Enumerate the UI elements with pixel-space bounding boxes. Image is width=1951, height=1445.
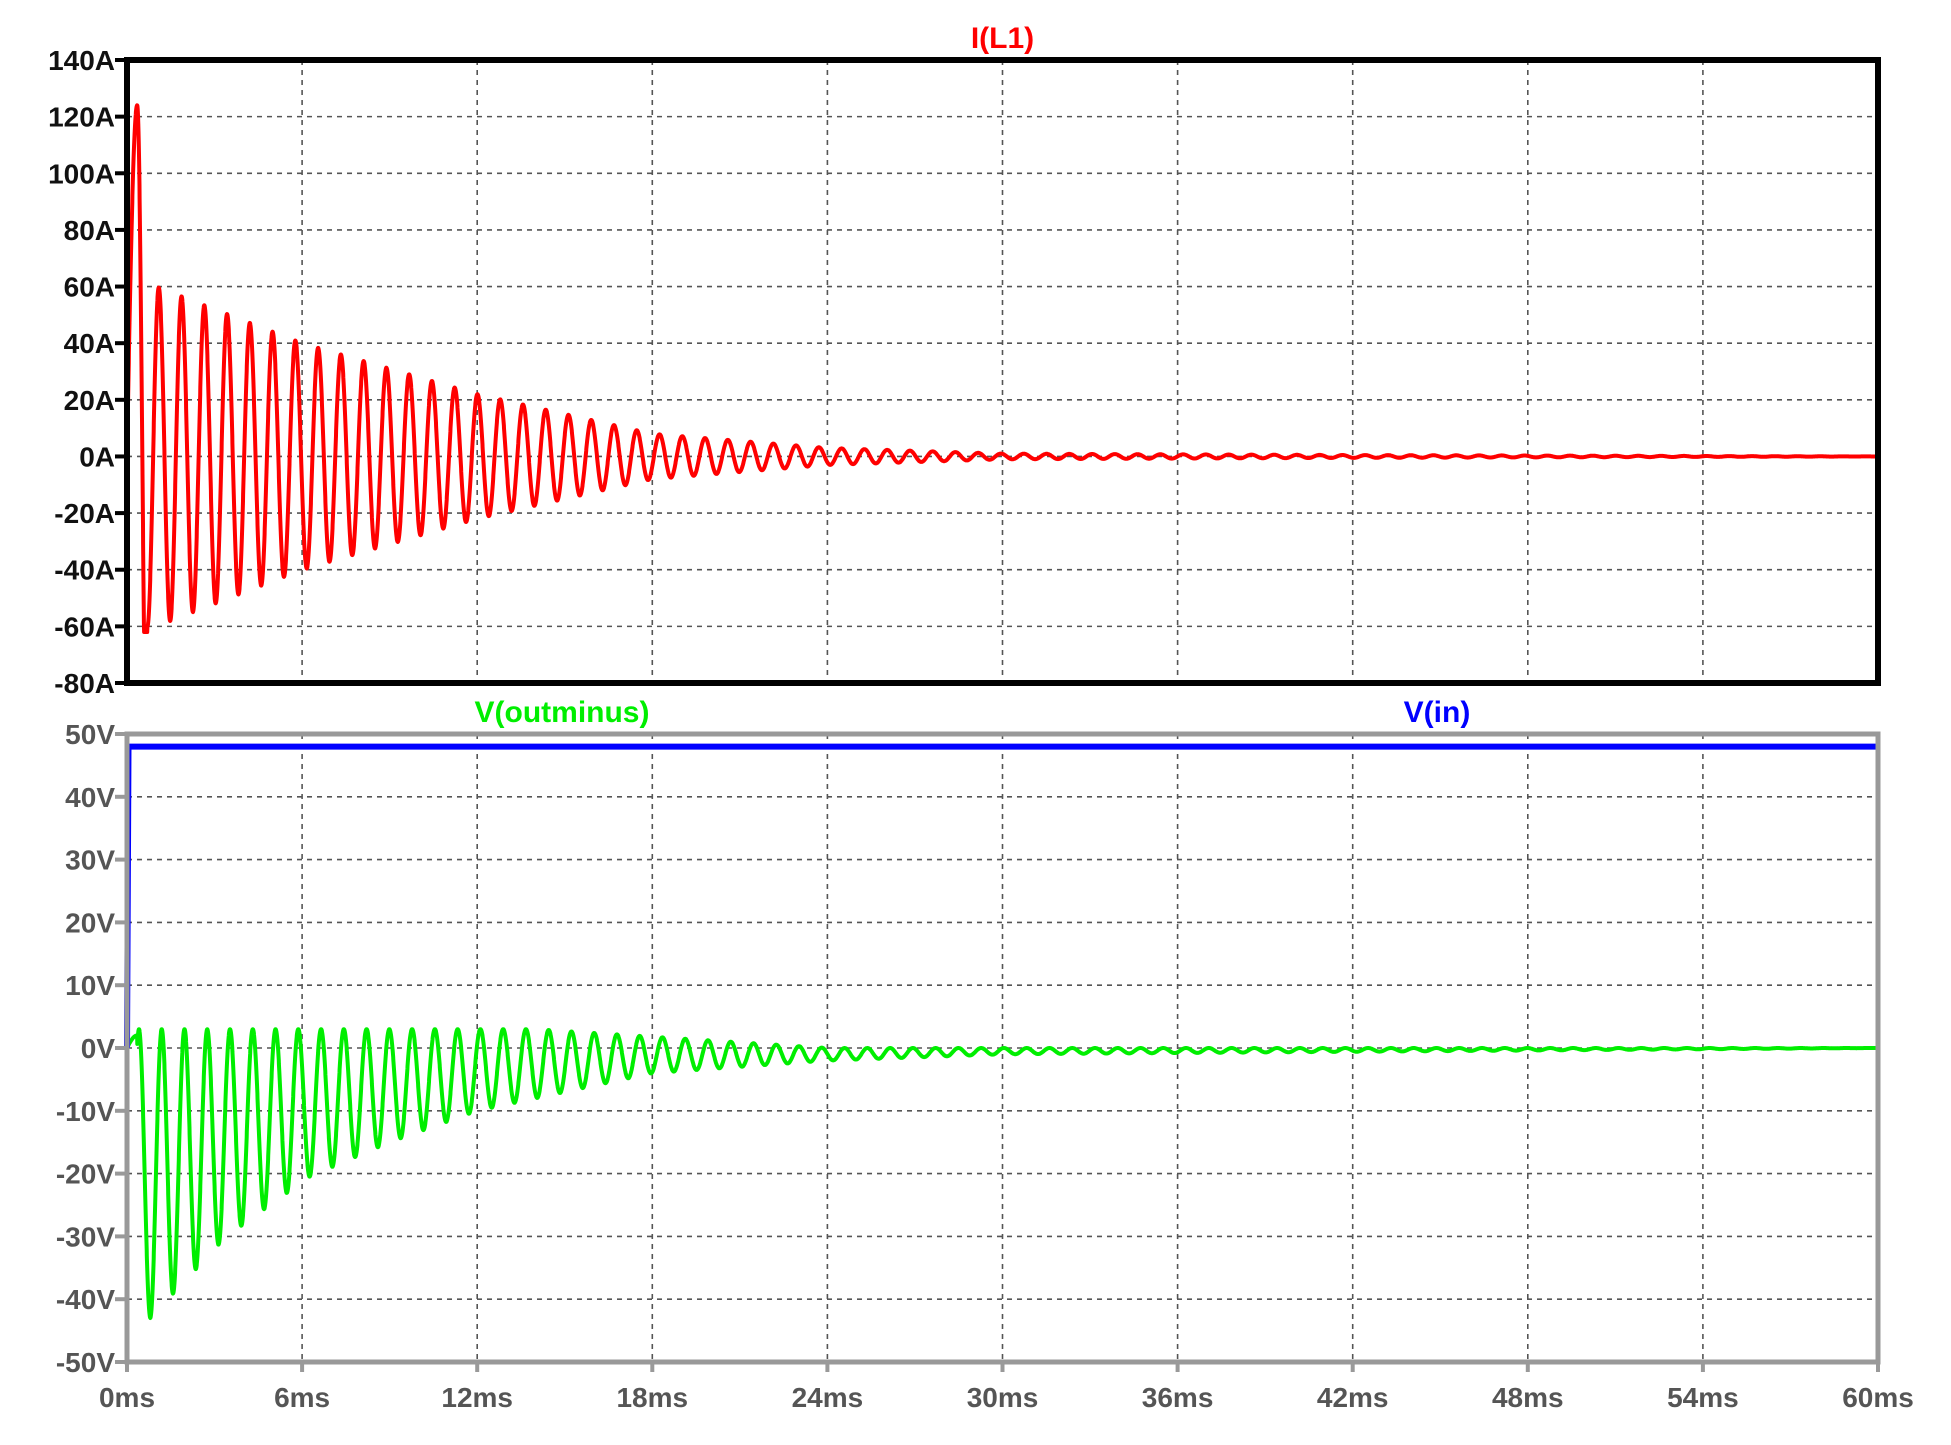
y-tick-label: -30V: [56, 1221, 115, 1252]
y-tick-label: 100A: [48, 158, 115, 189]
x-tick-label: 36ms: [1142, 1382, 1214, 1413]
y-tick-label: 20V: [65, 907, 115, 938]
y-tick-label: 40A: [64, 328, 115, 359]
current-pane-traces: [125, 103, 1880, 634]
y-tick-label: 20A: [64, 385, 115, 416]
y-tick-label: -20V: [56, 1159, 115, 1190]
y-tick-label: -40A: [54, 555, 115, 586]
y-tick-label: -10V: [56, 1096, 115, 1127]
y-tick-label: -60A: [54, 611, 115, 642]
current-pane-y-axis: 140A 120A 100A 80A 60A 40A 20A 0A -20A -40A -60A -8…: [48, 45, 127, 699]
voltage-pane-traces: [124, 743, 1880, 1320]
x-tick-label: 24ms: [792, 1382, 864, 1413]
trace-v-outminus[interactable]: [125, 1027, 1880, 1320]
x-tick-label: 54ms: [1667, 1382, 1739, 1413]
y-tick-label: 140A: [48, 45, 115, 76]
x-tick-label: 60ms: [1842, 1382, 1914, 1413]
y-tick-label: 80A: [64, 215, 115, 246]
x-tick-label: 42ms: [1317, 1382, 1389, 1413]
voltage-pane-grid: [127, 734, 1878, 1362]
current-pane-grid: [127, 60, 1878, 683]
y-tick-label: -50V: [56, 1347, 115, 1378]
voltage-pane-trace-labels: V(outminus) V(in): [475, 696, 1471, 729]
time-axis: 0ms 6ms 12ms 18ms 24ms 30ms 36ms 42ms 48ms 54ms 60…: [99, 1362, 1914, 1413]
y-tick-label: 0V: [81, 1033, 116, 1064]
x-tick-label: 0ms: [99, 1382, 155, 1413]
y-tick-label: 60A: [64, 272, 115, 303]
trace-label-v-outminus[interactable]: V(outminus): [475, 696, 650, 729]
y-tick-label: -80A: [54, 668, 115, 699]
x-tick-label: 6ms: [274, 1382, 330, 1413]
y-tick-label: 10V: [65, 970, 115, 1001]
y-tick-label: 0A: [79, 441, 115, 472]
voltage-pane-y-axis: 50V 40V 30V 20V 10V 0V -10V -20V -30V -40V -50V: [56, 719, 127, 1378]
x-tick-label: 12ms: [441, 1382, 513, 1413]
current-pane-trace-labels: I(L1): [971, 22, 1034, 55]
trace-i-l1[interactable]: [125, 103, 1880, 634]
voltage-pane: 50V 40V 30V 20V 10V 0V -10V -20V -30V -40V -50V 0m…: [56, 696, 1914, 1413]
current-pane: 140A 120A 100A 80A 60A 40A 20A 0A -20A -40A -60A -8…: [48, 22, 1881, 699]
y-tick-label: 120A: [48, 102, 115, 133]
y-tick-label: 50V: [65, 719, 115, 750]
y-tick-label: -40V: [56, 1284, 115, 1315]
x-tick-label: 18ms: [616, 1382, 688, 1413]
trace-label-v-in[interactable]: V(in): [1404, 696, 1471, 729]
x-tick-label: 30ms: [967, 1382, 1039, 1413]
y-tick-label: 40V: [65, 782, 115, 813]
trace-label-i-l1[interactable]: I(L1): [971, 22, 1034, 55]
y-tick-label: -20A: [54, 498, 115, 529]
current-pane-frame: [124, 57, 1881, 686]
y-tick-label: 30V: [65, 845, 115, 876]
x-tick-label: 48ms: [1492, 1382, 1564, 1413]
